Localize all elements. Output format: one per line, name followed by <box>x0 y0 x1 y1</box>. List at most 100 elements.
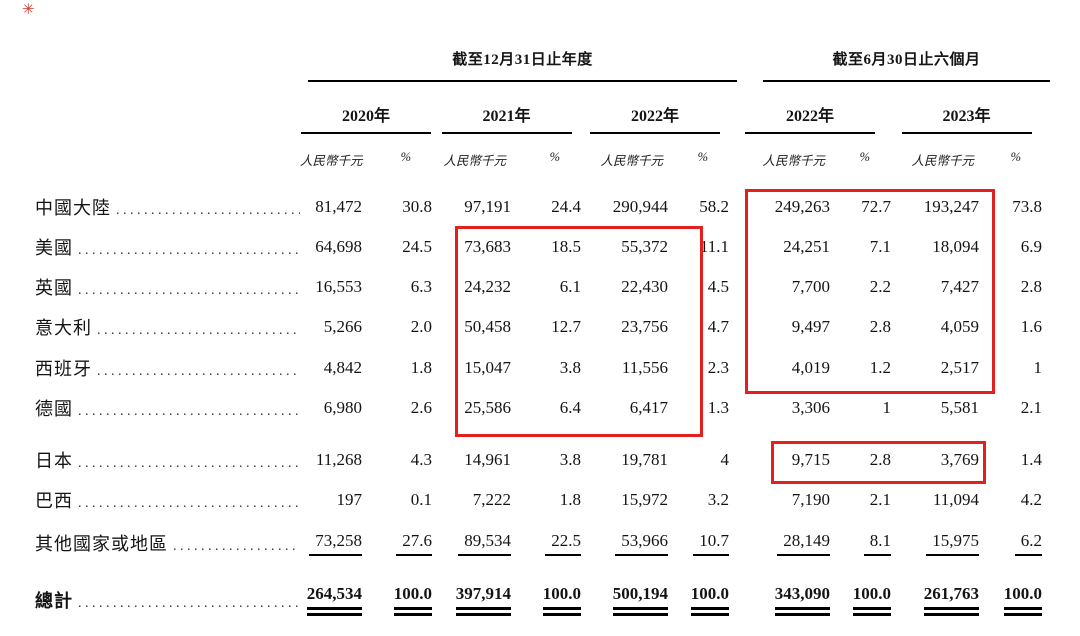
table-cell: 0.1 <box>362 490 432 510</box>
cell-value: 89,534 <box>464 530 511 550</box>
table-cell: 7.1 <box>830 237 891 257</box>
cell-value: 50,458 <box>464 317 511 336</box>
table-cell: 50,458 <box>432 317 511 337</box>
cell-value: 7.1 <box>869 237 891 256</box>
cell-value: 9,497 <box>791 317 830 336</box>
cell-value: 14,961 <box>464 450 511 469</box>
row-label: 中國大陸 <box>35 198 111 218</box>
cell-value: 2.1 <box>869 490 891 509</box>
table-cell: 64,698 <box>300 237 362 257</box>
table-cell: 2.8 <box>979 277 1042 297</box>
cell-value: 500,194 <box>612 584 668 603</box>
table-cell: 97,191 <box>432 197 511 217</box>
cell-value: 2.1 <box>1020 398 1042 417</box>
highlight-box-interim <box>745 189 995 394</box>
period-group-interim: 截至6月30日止六個月 <box>763 48 1050 82</box>
table-cell: 15,975 <box>891 531 979 556</box>
year-header-rule <box>301 132 431 134</box>
double-rule <box>1003 607 1042 616</box>
cell-value: 28,149 <box>783 530 830 550</box>
table-cell: 2.8 <box>830 317 891 337</box>
row-label-block: 中國大陸....................................… <box>35 194 300 220</box>
percent-label: % <box>1010 150 1021 164</box>
table-cell: 2.8 <box>830 450 891 470</box>
table-cell: 58.2 <box>668 197 729 217</box>
table-cell: 6,417 <box>581 398 668 418</box>
unit-label: 人民幣千元 <box>911 154 974 168</box>
highlight-box-annual <box>455 226 703 437</box>
unit-header-row: 人民幣千元% 人民幣千元% 人民幣千元% 人民幣千元% 人民幣千元% <box>300 150 1042 169</box>
cell-value: 1 <box>882 398 892 417</box>
table-cell: 397,914 <box>432 584 511 616</box>
cell-value: 7,700 <box>791 277 830 296</box>
cell-value: 6.2 <box>1020 530 1042 550</box>
table-cell: 2.6 <box>362 398 432 418</box>
period-group-interim-label: 截至6月30日止六個月 <box>832 52 981 68</box>
cell-value: 6.3 <box>410 277 432 296</box>
dotted-leader: ........................................… <box>78 283 300 298</box>
unit-label: 人民幣千元 <box>762 154 825 168</box>
table-cell: 7,222 <box>432 490 511 510</box>
year-header-rule <box>745 132 875 134</box>
table-cell: 11,094 <box>891 490 979 510</box>
year-header-label: 2021年 <box>482 108 531 125</box>
cell-value: 22.5 <box>551 530 581 550</box>
cell-value: 1.4 <box>1020 450 1042 469</box>
table-cell: 100.0 <box>979 584 1042 616</box>
cell-value: 19,781 <box>621 450 668 469</box>
table-cell: 24,232 <box>432 277 511 297</box>
double-rule <box>690 607 729 616</box>
table-cell: 3,306 <box>729 398 830 418</box>
percent-label: % <box>549 150 560 164</box>
cell-value: 2.2 <box>869 277 891 296</box>
table-cell: 15,047 <box>432 358 511 378</box>
table-cell: 343,090 <box>729 584 830 616</box>
table-row: 巴西......................................… <box>35 480 1042 520</box>
table-cell: 55,372 <box>581 237 668 257</box>
cell-value: 24.4 <box>551 197 581 216</box>
double-rule <box>455 607 511 616</box>
row-label-block: 巴西......................................… <box>35 487 300 513</box>
cell-value: 100.0 <box>690 584 729 603</box>
table-cell: 4,842 <box>300 358 362 378</box>
cell-value: 1.3 <box>707 398 729 417</box>
table-cell: 7,700 <box>729 277 830 297</box>
double-rule <box>393 607 432 616</box>
cell-value: 24,232 <box>464 277 511 296</box>
table-cell: 11.1 <box>668 237 729 257</box>
cell-value: 16,553 <box>315 277 362 296</box>
table-cell: 4 <box>668 450 730 470</box>
cell-value: 11,268 <box>315 450 362 469</box>
table-cell: 2.3 <box>668 358 729 378</box>
cell-value: 2.8 <box>1020 277 1042 296</box>
table-cell: 15,972 <box>581 490 668 510</box>
cell-value: 100.0 <box>1003 584 1042 603</box>
table-cell: 1.2 <box>830 358 891 378</box>
table-cell: 6,980 <box>300 398 362 418</box>
cell-value: 2,517 <box>940 358 979 377</box>
table-cell: 197 <box>300 490 363 510</box>
cell-value: 30.8 <box>402 197 432 216</box>
table-cell: 290,944 <box>581 197 668 217</box>
year-header: 2022年 <box>581 102 729 134</box>
table-cell: 18.5 <box>511 237 581 257</box>
table-row: 日本......................................… <box>35 440 1042 480</box>
cell-value: 100.0 <box>852 584 891 603</box>
percent-label: % <box>400 150 411 164</box>
cell-value: 193,247 <box>923 197 979 216</box>
cell-value: 1 <box>1033 358 1043 377</box>
cell-value: 11,094 <box>932 490 979 509</box>
year-header-label: 2023年 <box>942 108 991 125</box>
cell-value: 27.6 <box>402 530 432 550</box>
year-header: 2023年 <box>891 102 1042 134</box>
table-cell: 24,251 <box>729 237 830 257</box>
table-cell: 100.0 <box>511 584 581 616</box>
table-cell: 6.4 <box>511 398 581 418</box>
table-cell: 11,556 <box>581 358 668 378</box>
percent-label: % <box>859 150 870 164</box>
period-group-annual: 截至12月31日止年度 <box>308 48 737 82</box>
table-cell: 6.2 <box>979 531 1042 556</box>
table-cell: 264,534 <box>300 584 362 616</box>
header-rule <box>308 80 737 82</box>
cell-value: 9,715 <box>791 450 830 469</box>
